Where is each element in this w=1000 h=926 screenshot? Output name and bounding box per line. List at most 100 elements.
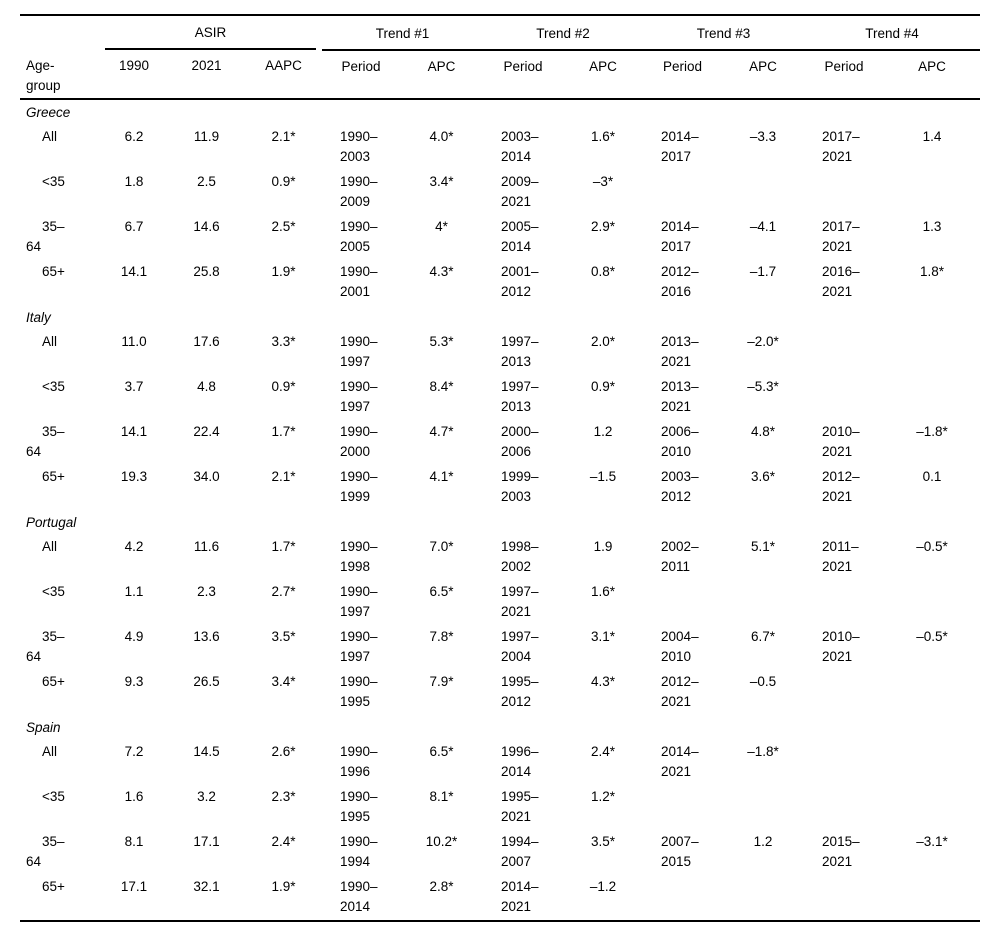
cell-trend2-period: 1995– 2021 (501, 789, 539, 824)
cell-aapc: 2.1* (271, 469, 296, 484)
cell-trend4-apc: –3.1* (916, 834, 948, 849)
cell-trend1-apc: 4* (435, 219, 448, 234)
column-header-row: Age- group 1990 2021 AAPC Period APC Per… (20, 50, 981, 100)
cell-trend3-period: 2014– 2017 (661, 219, 699, 254)
cell-trend4-period: 2011– 2021 (822, 539, 859, 574)
age-group-cell: <35 (42, 584, 65, 599)
cell-trend2-apc: 1.9 (593, 539, 613, 554)
cell-trend4-apc: 0.1 (922, 469, 942, 484)
cell-trend2-period: 2001– 2012 (501, 264, 539, 299)
cell-asir-1990: 4.9 (124, 629, 144, 644)
column-header-trend1-apc: APC (400, 50, 484, 100)
age-group-cell: 35– 64 (26, 219, 65, 254)
cell-trend1-period: 1990– 2003 (340, 129, 378, 164)
cell-trend1-period: 1990– 2001 (340, 264, 378, 299)
cell-asir-2021: 11.6 (193, 539, 220, 554)
cell-aapc: 2.1* (271, 129, 296, 144)
column-header-trend3-apc: APC (722, 50, 805, 100)
cell-asir-2021: 25.8 (193, 264, 220, 279)
column-header-1990: 1990 (100, 50, 168, 100)
table-row: All 4.2 11.6 1.7* 1990– 1998 7.0* 1998– 2002 1.… (20, 535, 980, 580)
table-row: 35– 64 6.7 14.6 2.5* 1990– 2005 4* 2005– 2014 2… (20, 215, 980, 260)
age-group-cell: <35 (42, 789, 65, 804)
age-group-cell: 65+ (42, 469, 65, 484)
cell-trend3-apc (722, 875, 804, 921)
cell-trend3-apc: –0.5 (749, 674, 777, 689)
cell-trend1-period: 1990– 2000 (340, 424, 378, 459)
cell-asir-2021: 17.6 (193, 334, 220, 349)
cell-trend3-period (643, 875, 722, 921)
age-group-cell: All (42, 129, 58, 144)
cell-trend4-period: 2010– 2021 (822, 629, 860, 664)
cell-trend3-period: 2013– 2021 (661, 379, 699, 414)
cell-trend4-apc: 1.8* (920, 264, 945, 279)
table-row: <35 3.7 4.8 0.9* 1990– 1997 8.4* 1997– 2013 0.9… (20, 375, 980, 420)
cell-trend1-period: 1990– 1998 (340, 539, 378, 574)
table-row: 65+ 19.3 34.0 2.1* 1990– 1999 4.1* 1999– 2003 –… (20, 465, 980, 510)
cell-trend3-apc: 6.7* (751, 629, 776, 644)
cell-asir-1990: 3.7 (124, 379, 144, 394)
cell-trend1-period: 1990– 1997 (340, 379, 378, 414)
cell-trend1-apc: 8.4* (429, 379, 454, 394)
cell-aapc: 3.5* (271, 629, 296, 644)
cell-aapc: 1.9* (271, 879, 296, 894)
cell-asir-2021: 11.9 (193, 129, 220, 144)
cell-trend1-period: 1990– 2014 (340, 879, 378, 914)
group-header-trend2: Trend #2 (483, 15, 644, 51)
cell-asir-2021: 34.0 (193, 469, 220, 484)
country-section-row: Italy (20, 305, 980, 330)
cell-asir-2021: 32.1 (193, 879, 220, 894)
cell-trend2-period: 1996– 2014 (501, 744, 539, 779)
cell-trend2-apc: 0.9* (591, 379, 616, 394)
cell-trend1-apc: 6.5* (429, 584, 454, 599)
age-group-cell: All (42, 744, 58, 759)
group-header-trend4: Trend #4 (804, 15, 981, 51)
cell-trend1-apc: 7.9* (429, 674, 454, 689)
cell-trend4-apc: –0.5* (916, 539, 948, 554)
country-section-row: Greece (20, 99, 980, 125)
country-section-row: Spain (20, 715, 980, 740)
group-label-trend1: Trend #1 (375, 26, 430, 41)
column-header-trend1-period: Period (322, 50, 400, 100)
cell-trend1-apc: 8.1* (429, 789, 454, 804)
cell-asir-1990: 6.7 (124, 219, 144, 234)
cell-trend4-apc (884, 785, 980, 830)
cell-aapc: 1.9* (271, 264, 296, 279)
age-group-cell: 65+ (42, 879, 65, 894)
cell-asir-1990: 14.1 (120, 264, 148, 279)
cell-trend4-period (804, 785, 884, 830)
cell-trend2-apc: –1.5 (589, 469, 617, 484)
cell-trend1-apc: 2.8* (429, 879, 454, 894)
cell-trend2-period: 1994– 2007 (501, 834, 539, 869)
asir-trends-table: ASIR Trend #1 Trend #2 Trend #3 Trend #4… (20, 14, 981, 922)
cell-trend1-period: 1990– 1996 (340, 744, 378, 779)
cell-trend3-apc: 4.8* (751, 424, 776, 439)
column-header-trend4-period: Period (804, 50, 885, 100)
cell-trend3-period: 2012– 2021 (661, 674, 699, 709)
corner-cell (20, 15, 100, 50)
cell-asir-2021: 17.1 (193, 834, 220, 849)
cell-asir-1990: 1.1 (124, 584, 144, 599)
cell-trend1-apc: 10.2* (425, 834, 458, 849)
cell-trend3-period: 2013– 2021 (661, 334, 699, 369)
cell-trend1-period: 1990– 1995 (340, 789, 378, 824)
table-row: <35 1.8 2.5 0.9* 1990– 2009 3.4* 2009– 2021 –3* (20, 170, 980, 215)
group-label-asir: ASIR (105, 23, 316, 50)
cell-asir-2021: 14.5 (193, 744, 220, 759)
cell-trend1-period: 1990– 2005 (340, 219, 378, 254)
cell-trend3-period: 2004– 2010 (661, 629, 699, 664)
cell-trend1-period: 1990– 1997 (340, 584, 378, 619)
cell-trend4-period (804, 375, 884, 420)
cell-trend4-apc: 1.3 (922, 219, 942, 234)
cell-trend3-period: 2007– 2015 (661, 834, 699, 869)
cell-trend2-apc: –1.2 (589, 879, 617, 894)
table-row: <35 1.6 3.2 2.3* 1990– 1995 8.1* 1995– 2021 1.2… (20, 785, 980, 830)
cell-trend2-apc: 3.5* (591, 834, 616, 849)
country-label: Italy (26, 310, 51, 325)
cell-trend3-apc: –5.3* (747, 379, 779, 394)
column-header-trend2-period: Period (483, 50, 564, 100)
cell-asir-1990: 6.2 (124, 129, 144, 144)
cell-trend4-apc (884, 580, 980, 625)
cell-trend2-period: 1997– 2013 (501, 334, 539, 369)
cell-asir-2021: 4.8 (197, 379, 216, 394)
